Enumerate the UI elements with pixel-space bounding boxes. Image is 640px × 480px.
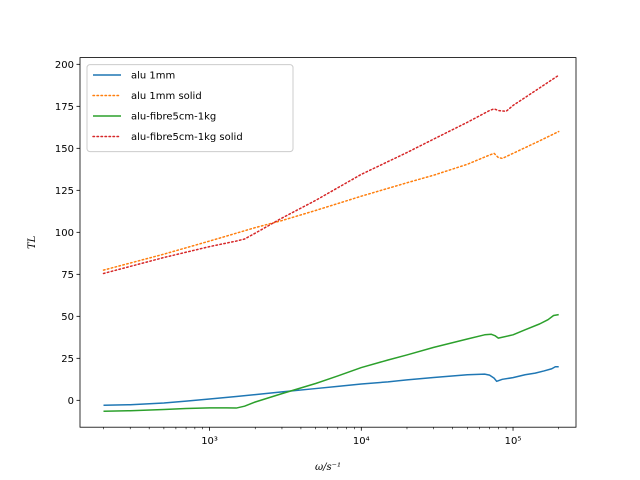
y-tick-label: 25 [61,354,74,365]
legend-label: alu 1mm solid [131,91,202,102]
plot-frame [79,57,577,428]
y-tick-label: 0 [68,396,74,407]
y-tick-label: 200 [55,60,74,71]
x-axis: 10³ 10⁴ 10⁵ [103,427,560,447]
y-axis-label: TL [27,235,38,249]
series-line-2 [102,130,560,271]
series-line-4 [102,74,560,275]
y-tick-label: 100 [55,228,74,239]
series-line-1 [103,365,559,406]
x-tick-label: 10⁵ [505,436,522,447]
series-line-3 [103,313,559,412]
x-axis-label: ω/s⁻¹ [315,462,341,473]
x-tick-label: 10⁴ [353,436,370,447]
legend: alu 1mm alu 1mm solid alu-fibre5cm-1kg alu-… [86,64,294,153]
y-tick-label: 175 [55,102,74,113]
y-axis: 0 25 50 75 100 125 150 175 200 [55,60,80,407]
y-tick-label: 150 [55,144,74,155]
legend-label: alu 1mm [131,71,175,82]
legend-box [86,64,294,153]
plot-lines [102,74,560,412]
legend-label: alu-fibre5cm-1kg [131,112,216,123]
legend-label: alu-fibre5cm-1kg solid [131,132,243,143]
y-tick-label: 75 [61,270,74,281]
y-tick-label: 125 [55,186,74,197]
legend-items: alu 1mm alu 1mm solid alu-fibre5cm-1kg alu-… [92,71,243,143]
x-tick-label: 10³ [201,436,218,447]
y-tick-label: 50 [61,312,74,323]
